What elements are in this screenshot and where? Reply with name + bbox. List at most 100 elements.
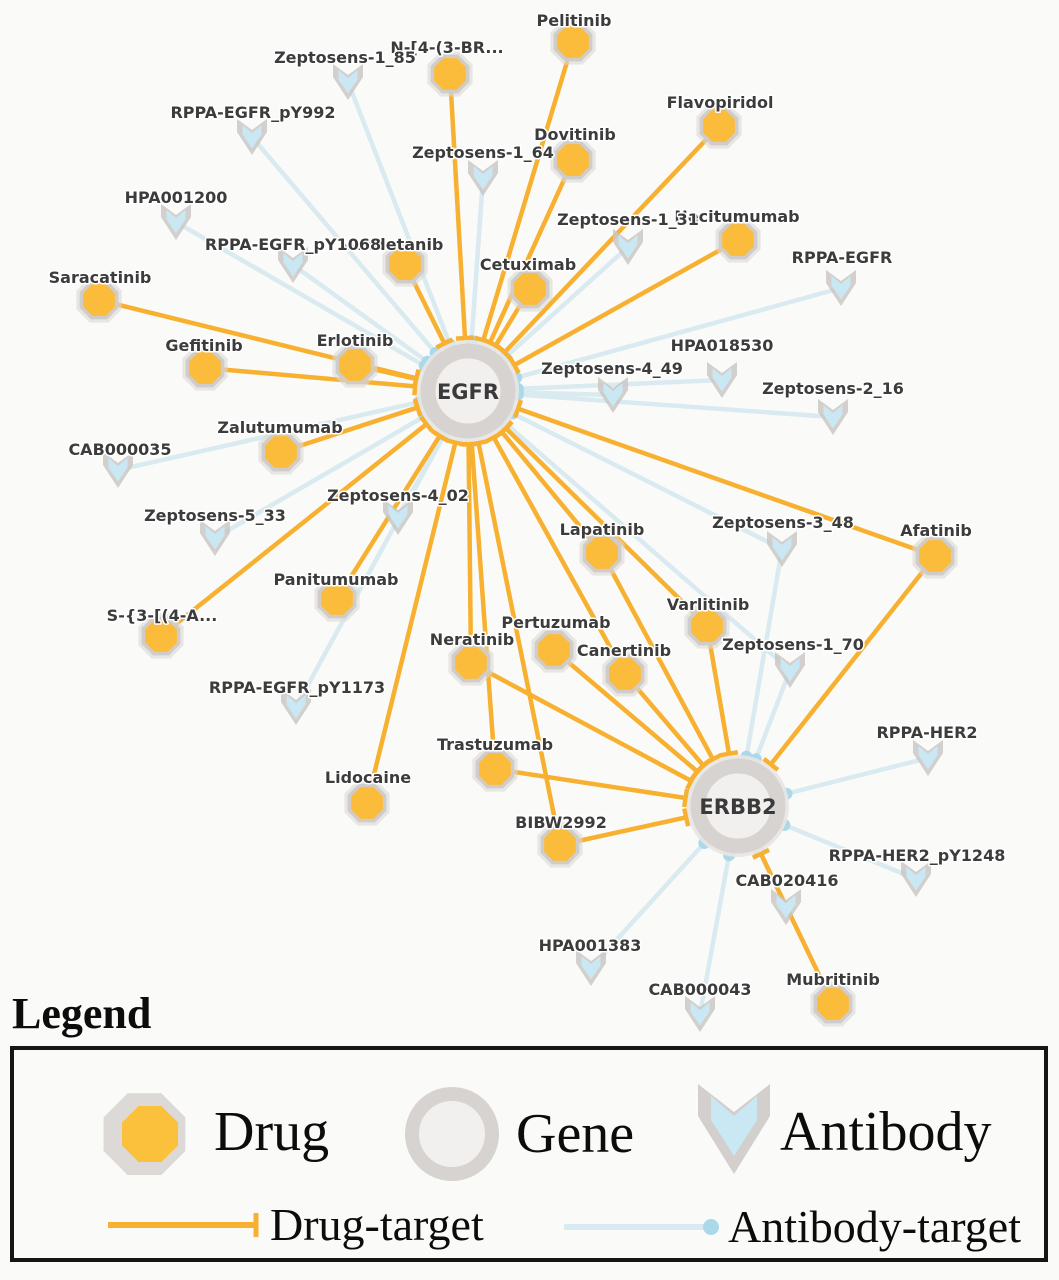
- node-erlotinib[interactable]: [332, 342, 378, 388]
- node-label: Lapatinib: [560, 520, 645, 539]
- node-neratinib[interactable]: [448, 640, 494, 686]
- node-label: Dovitinib: [534, 125, 616, 144]
- node-cetuximab[interactable]: [507, 266, 553, 312]
- node-hpa001383[interactable]: [576, 950, 606, 986]
- drug-target-edge: [769, 554, 937, 766]
- node-label: Panitumumab: [274, 570, 399, 589]
- node-cab000043[interactable]: [685, 996, 715, 1032]
- node-n4_3br[interactable]: [427, 51, 473, 97]
- antibody-target-edge: [589, 841, 707, 970]
- node-dovitinib[interactable]: [550, 137, 596, 183]
- node-gefitinib[interactable]: [182, 345, 228, 391]
- node-pertuzumab[interactable]: [531, 627, 577, 673]
- node-label: Vandetanib: [341, 235, 444, 254]
- node-label: Zeptosens-4_02: [327, 486, 469, 505]
- node-egfr[interactable]: [417, 340, 519, 442]
- drug-target-edge: [504, 426, 709, 628]
- node-zeptosens_4_02[interactable]: [383, 499, 413, 535]
- node-rppa_her2_py1248[interactable]: [901, 861, 931, 897]
- node-label: Neratinib: [430, 630, 514, 649]
- node-label: Zalutumumab: [217, 418, 342, 437]
- inhibition-tbar: [719, 750, 739, 758]
- node-zeptosens_2_16[interactable]: [818, 399, 848, 435]
- node-label: RPPA-EGFR_pY1173: [209, 678, 385, 697]
- drug-target-edge: [487, 159, 576, 344]
- antibody-target-edge: [504, 422, 792, 672]
- antibody-target-edge: [503, 245, 630, 360]
- inhibition-tbar: [486, 339, 505, 353]
- node-label: N-[4-(3-BR...: [390, 38, 503, 57]
- node-label: CAB000043: [648, 980, 751, 999]
- node-bibw2992[interactable]: [537, 822, 583, 868]
- antibody-chevron-inner: [603, 383, 623, 407]
- antibody-chevron-inner: [205, 526, 225, 550]
- node-label: Zeptosens-1_64: [412, 143, 554, 162]
- node-rppa_her2[interactable]: [913, 740, 943, 776]
- node-zeptosens_4_49[interactable]: [598, 377, 628, 413]
- node-label: Gefitinib: [165, 336, 242, 355]
- node-labels: EGFR ERBB2 Pelitinib N-[4-(3-BR... Dovitinib…: [47, 10, 1007, 1001]
- node-label: S-{3-[(4-A...: [107, 606, 218, 625]
- antibody-chevron-inner: [772, 537, 792, 561]
- drug-target-edge: [481, 41, 576, 341]
- node-label: Zeptosens-5_33: [144, 506, 286, 525]
- node-label: Erlotinib: [317, 331, 394, 350]
- node-cab020416[interactable]: [771, 889, 801, 925]
- antibody-target-edge: [517, 392, 834, 420]
- node-zeptosens_1_85[interactable]: [333, 64, 363, 100]
- node-lidocaine[interactable]: [344, 780, 390, 826]
- node-zeptosens_1_31[interactable]: [613, 229, 643, 265]
- legend-drug-label: Drug: [214, 1101, 330, 1163]
- node-hpa001200[interactable]: [161, 204, 191, 240]
- node-rppa_egfr_py1173[interactable]: [281, 689, 311, 725]
- drug-octagon-icon: [103, 1093, 186, 1175]
- node-erbb2[interactable]: [687, 755, 789, 857]
- node-flavopiridol[interactable]: [696, 103, 742, 149]
- node-label: HPA001383: [539, 936, 642, 955]
- node-zeptosens_1_64[interactable]: [468, 160, 498, 196]
- node-necitumumab[interactable]: [715, 217, 761, 263]
- node-canertinib[interactable]: [602, 651, 648, 697]
- inhibition-tbar: [484, 431, 503, 444]
- node-label: HPA001200: [125, 188, 228, 207]
- node-s3_4a[interactable]: [138, 613, 184, 659]
- node-zeptosens_5_33[interactable]: [200, 520, 230, 556]
- antibody-chevron-inner: [831, 276, 851, 300]
- node-label: Varlitinib: [667, 595, 750, 614]
- node-zeptosens_3_48[interactable]: [767, 531, 797, 567]
- drug-target-edge: [447, 73, 468, 339]
- node-label: CAB000035: [68, 440, 171, 459]
- drug-target-edge: [204, 365, 416, 389]
- node-lapatinib[interactable]: [579, 530, 625, 576]
- inhibition-tbar: [446, 438, 465, 447]
- node-label: Pelitinib: [536, 11, 611, 30]
- node-label: Zeptosens-1_31: [557, 210, 699, 229]
- drug-target-edge: [502, 124, 721, 355]
- legend-title: Legend: [12, 989, 152, 1038]
- node-rppa_egfr_py992[interactable]: [237, 119, 267, 155]
- inhibition-tbar: [497, 420, 514, 437]
- node-zalutumumab[interactable]: [258, 429, 304, 475]
- node-label: Saracatinib: [49, 268, 152, 287]
- antibody-chevron-inner: [712, 368, 732, 392]
- node-trastuzumab[interactable]: [472, 746, 518, 792]
- node-zeptosens_1_70[interactable]: [775, 652, 805, 688]
- drug-target-edge: [494, 766, 686, 801]
- node-hpa018530[interactable]: [707, 362, 737, 398]
- node-mubritinib[interactable]: [810, 981, 856, 1027]
- node-rppa_egfr[interactable]: [826, 270, 856, 306]
- node-pelitinib[interactable]: [550, 19, 596, 65]
- node-varlitinib[interactable]: [684, 603, 730, 649]
- antibody-target-edge: [469, 177, 486, 342]
- drug-target-edge: [469, 443, 498, 770]
- node-rppa_egfr_py1068[interactable]: [278, 247, 308, 283]
- node-label: Necitumumab: [674, 207, 799, 226]
- node-vandetanib[interactable]: [382, 241, 428, 287]
- node-afatinib[interactable]: [912, 533, 958, 579]
- node-panitumumab[interactable]: [314, 576, 360, 622]
- antibody-target-edge: [174, 220, 426, 368]
- node-cab000035[interactable]: [103, 452, 133, 488]
- node-saracatinib[interactable]: [76, 277, 122, 323]
- antibody-target-edge: [291, 263, 429, 364]
